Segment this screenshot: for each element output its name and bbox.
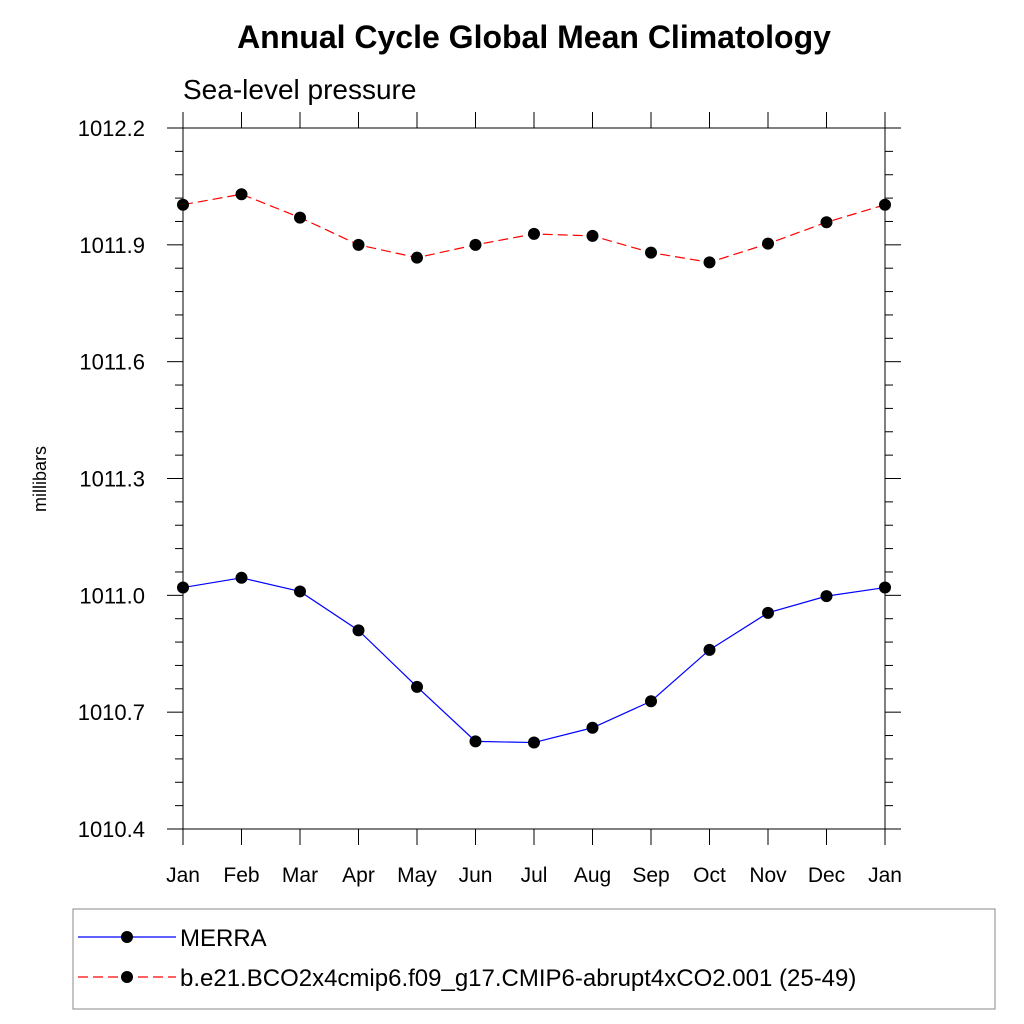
data-point <box>820 590 833 603</box>
x-tick-label: Jan <box>166 864 200 887</box>
series-1 <box>177 571 891 749</box>
y-tick-label: 1011.6 <box>79 350 145 375</box>
data-point <box>177 198 189 211</box>
y-tick-label: 1011.9 <box>79 233 145 258</box>
data-point <box>586 229 599 242</box>
x-tick-label: Feb <box>223 864 259 887</box>
data-point <box>177 581 189 594</box>
data-point <box>469 735 482 748</box>
data-point <box>820 216 833 229</box>
legend-entries: MERRA b.e21.BCO2x4cmip6.f09_g17.CMIP6-abr… <box>78 925 856 992</box>
series-lines <box>177 188 891 749</box>
legend-label: b.e21.BCO2x4cmip6.f09_g17.CMIP6-abrupt4x… <box>180 965 856 992</box>
data-point <box>528 736 540 749</box>
data-point <box>645 695 657 708</box>
x-tick-labels: Jan Feb Mar Apr May Jun Jul Aug Sep Oct Nov Dec Jan <box>166 864 902 887</box>
x-tick-label: Dec <box>808 864 845 887</box>
chart-subtitle: Sea-level pressure <box>183 74 416 105</box>
data-point <box>879 198 891 211</box>
data-point <box>586 721 599 734</box>
x-tick-label: Nov <box>749 864 787 887</box>
series-2 <box>177 188 891 269</box>
data-point <box>294 585 306 598</box>
legend-box <box>72 908 996 1010</box>
y-tick-label: 1012.2 <box>78 116 145 141</box>
data-point <box>411 251 423 264</box>
x-tick-label: Oct <box>693 864 726 887</box>
data-point <box>645 246 657 259</box>
legend-entry: b.e21.BCO2x4cmip6.f09_g17.CMIP6-abrupt4x… <box>78 965 856 992</box>
x-tick-label: Sep <box>632 864 669 887</box>
x-tick-label: Apr <box>342 864 375 887</box>
data-point <box>879 581 891 594</box>
data-point <box>762 237 774 250</box>
data-point <box>235 188 248 201</box>
data-point <box>352 238 365 251</box>
legend-marker <box>121 971 133 983</box>
y-tick-labels: 1010.4 1010.7 1011.0 1011.3 1011.6 1011.9 1012… <box>78 116 145 842</box>
data-point <box>352 624 365 637</box>
chart-title: Annual Cycle Global Mean Climatology <box>237 19 831 55</box>
x-tick-label: Jun <box>459 864 493 887</box>
data-point <box>294 211 306 224</box>
data-point <box>235 571 248 584</box>
data-point <box>528 227 540 240</box>
data-point <box>703 256 716 269</box>
y-tick-label: 1011.0 <box>79 583 145 608</box>
legend: MERRA b.e21.BCO2x4cmip6.f09_g17.CMIP6-abr… <box>72 908 996 1010</box>
x-tick-label: Aug <box>574 864 611 887</box>
legend-label: MERRA <box>180 925 267 952</box>
y-tick-label: 1010.7 <box>78 700 145 725</box>
data-point <box>703 643 716 656</box>
data-point <box>411 680 423 693</box>
x-tick-label: Mar <box>282 864 318 887</box>
x-tick-label: Jul <box>521 864 548 887</box>
data-point <box>469 238 482 251</box>
data-point <box>762 606 774 619</box>
y-axis-label: millibars <box>30 446 50 512</box>
y-tick-label: 1010.4 <box>78 817 145 842</box>
y-tick-label: 1011.3 <box>79 467 145 492</box>
series-line <box>182 577 886 744</box>
axis-ticks <box>167 112 901 845</box>
x-tick-label: Jan <box>868 864 902 887</box>
legend-marker <box>121 931 133 943</box>
x-tick-label: May <box>397 864 437 887</box>
legend-entry: MERRA <box>78 925 267 952</box>
